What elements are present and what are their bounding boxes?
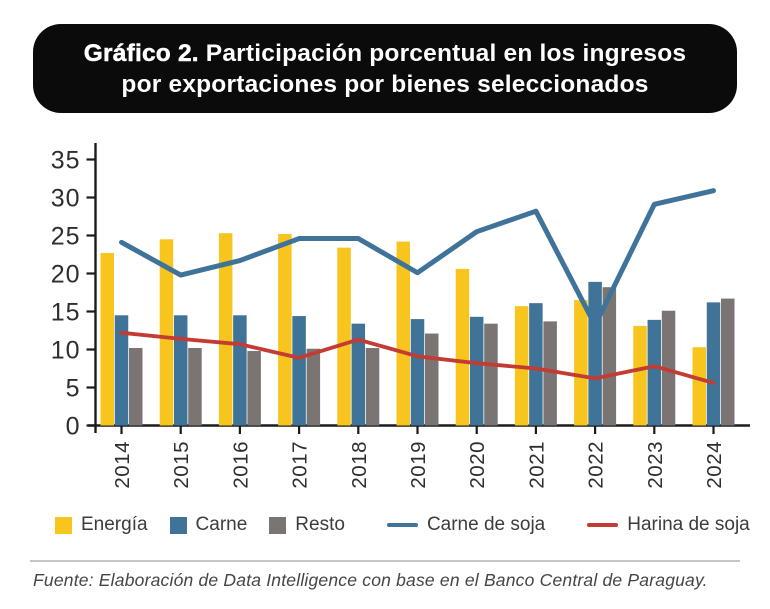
- x-tick-label: 2015: [170, 441, 193, 489]
- x-tick-label: 2023: [644, 441, 667, 489]
- bar-carne-2021: [529, 303, 543, 426]
- bar-energia-2019: [396, 241, 410, 426]
- bar-energia-2018: [337, 247, 351, 426]
- bar-series-resto: [129, 287, 735, 426]
- legend-label-energia: Energía: [81, 514, 148, 535]
- x-tick-label: 2021: [525, 441, 548, 489]
- bar-carne-2020: [469, 316, 484, 426]
- title-line-2: por exportaciones por bienes seleccionad…: [121, 70, 649, 98]
- bar-energia-2016: [218, 233, 233, 426]
- bar-carne-2023: [647, 319, 662, 426]
- bar-resto-2021: [543, 321, 557, 426]
- legend-label-carne-de-soja: Carne de soja: [426, 514, 546, 535]
- bar-energia-2014: [100, 252, 114, 426]
- bar-series-carne: [114, 281, 721, 426]
- line-harina-de-soja: [119, 330, 716, 385]
- bar-carne-2017: [292, 316, 306, 426]
- title-line-1: Gráfico 2. Participación porcentual en lo…: [83, 38, 687, 69]
- x-tick-label: 2024: [703, 441, 726, 489]
- legend-marker-carne-de-soja: [386, 522, 418, 528]
- bar-energia-2020: [455, 268, 470, 426]
- bar-energia-2023: [633, 325, 647, 426]
- y-tick-label: 35: [51, 147, 81, 175]
- bar-resto-2014: [129, 347, 143, 426]
- bar-energia-2015: [159, 239, 174, 426]
- y-tick-label: 30: [51, 185, 81, 213]
- legend-marker-harina-de-soja: [587, 522, 619, 528]
- bar-carne-2019: [410, 319, 425, 426]
- legend-label-harina-de-soja: Harina de soja: [627, 514, 750, 535]
- y-tick-label: 20: [51, 261, 81, 289]
- y-tick-label: 10: [51, 337, 81, 365]
- legend-item-energia: Energía: [55, 514, 148, 536]
- bar-resto-2023: [661, 310, 676, 426]
- legend-label-resto: Resto: [295, 514, 345, 535]
- y-tick-label: 15: [51, 299, 81, 327]
- bar-carne-2016: [233, 315, 247, 426]
- bar-resto-2017: [306, 348, 321, 426]
- source-note: Fuente: Elaboración de Data Intelligence…: [33, 570, 708, 590]
- axes: 0 5 10 15 20 25 30 35 2014 2015 2016 2017 2018 2019 20…: [51, 143, 750, 489]
- y-tick-label: 5: [66, 375, 81, 403]
- x-tick-label: 2020: [466, 441, 489, 489]
- bar-resto-2016: [247, 351, 261, 426]
- bar-energia-2024: [692, 347, 706, 426]
- bar-energia-2021: [514, 306, 529, 426]
- bars-group: [100, 233, 735, 426]
- bar-carne-2022: [588, 281, 602, 426]
- title-banner: Gráfico 2. Participación porcentual en lo…: [33, 24, 737, 113]
- line-carne-de-soja: [119, 188, 716, 328]
- legend-marker-carne: [169, 516, 187, 534]
- legend-item-carne-de-soja: Carne de soja: [386, 514, 546, 536]
- x-tick-label: 2016: [229, 441, 252, 489]
- bar-carne-2018: [351, 323, 366, 426]
- legend-label-carne: Carne: [195, 514, 248, 535]
- legend-marker-resto: [269, 516, 287, 534]
- legend-marker-energia: [55, 516, 72, 534]
- footer-divider: [30, 560, 740, 562]
- title-text-1: Participación porcentual en los ingresos: [205, 39, 687, 67]
- y-tick-label: 25: [51, 223, 81, 251]
- bar-resto-2022: [602, 287, 617, 426]
- legend-item-resto: Resto: [269, 514, 345, 536]
- chart-legend: Energía Carne Resto Carne de soja Harina de …: [55, 507, 750, 543]
- y-tick-label: 0: [66, 413, 81, 441]
- bar-carne-2024: [706, 302, 721, 426]
- x-tick-label: 2019: [407, 441, 430, 489]
- legend-item-carne: Carne: [169, 514, 248, 536]
- x-tick-label: 2018: [348, 441, 371, 489]
- title-prefix: Gráfico 2.: [83, 39, 199, 67]
- bar-resto-2015: [188, 347, 202, 426]
- bar-carne-2015: [173, 315, 188, 426]
- bar-resto-2019: [425, 333, 439, 426]
- bar-series-energia: [100, 233, 706, 426]
- bar-energia-2017: [278, 233, 292, 426]
- bar-carne-2014: [114, 315, 129, 426]
- bar-resto-2018: [365, 347, 380, 426]
- bar-resto-2020: [484, 323, 498, 426]
- x-tick-label: 2017: [289, 441, 312, 489]
- bar-energia-2022: [574, 300, 588, 426]
- bar-resto-2024: [721, 298, 735, 426]
- legend-item-harina-de-soja: Harina de soja: [587, 514, 750, 536]
- x-tick-label: 2014: [111, 441, 134, 489]
- x-tick-label: 2022: [585, 441, 608, 489]
